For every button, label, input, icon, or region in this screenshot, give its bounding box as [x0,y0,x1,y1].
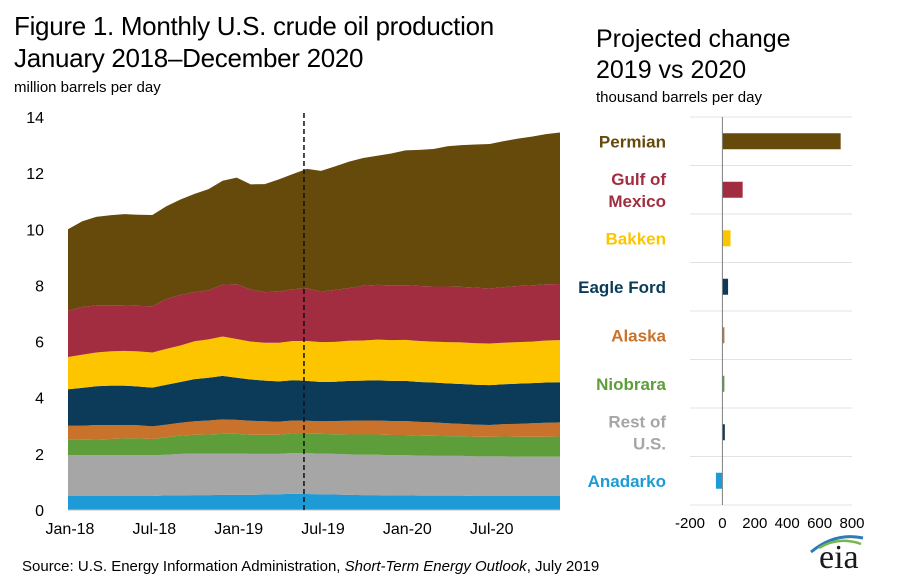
x-tick-label: Jan-18 [46,521,95,538]
y-tick-label: 8 [35,278,44,295]
bar-category-label: U.S. [633,434,666,453]
source-publication: Short-Term Energy Outlook [344,558,527,575]
bar-x-tick-label: 200 [742,515,767,532]
chart-title-line2: January 2018–December 2020 [14,43,364,73]
source-suffix: , July 2019 [526,558,600,575]
y-tick-label: 2 [35,447,44,464]
eia-logo-swoosh [810,535,864,554]
bar-category-label: Bakken [606,229,666,248]
y-tick-label: 12 [26,166,44,183]
y-tick-label: 6 [35,335,44,352]
chart-title-line1: Figure 1. Monthly U.S. crude oil product… [14,11,494,41]
area-bakken [68,336,560,390]
bar-alaska [722,327,725,344]
bar-permian [722,133,841,150]
right-title-line2: 2019 vs 2020 [596,56,747,84]
eia-logo: eia [805,528,875,580]
bar-category-label: Rest of [608,412,666,431]
bar-eagle-ford [722,278,729,295]
bar-x-tick-label: 0 [718,515,726,532]
x-tick-label: Jul-20 [470,521,514,538]
bar-category-label: Gulf of [611,170,666,189]
bar-x-tick-label: -200 [675,515,705,532]
eia-logo-text: eia [819,539,859,576]
source-prefix: Source: U.S. Energy Information Administ… [22,558,345,575]
area-gulf-of-mexico [68,284,560,358]
x-tick-label: Jan-19 [214,521,263,538]
bar-bakken [722,230,731,247]
source-note: Source: U.S. Energy Information Administ… [22,558,599,575]
area-eagle-ford [68,375,560,427]
area-niobrara [68,433,560,457]
right-units-label: thousand barrels per day [596,89,762,106]
bar-category-label: Mexico [608,192,666,211]
x-tick-label: Jan-20 [383,521,432,538]
area-permian [68,132,560,311]
bar-x-tick-label: 800 [839,515,864,532]
left-units-label: million barrels per day [14,79,161,96]
bar-rest-of-u-s [722,424,725,441]
bar-gulf-of-mexico [722,181,743,198]
x-tick-label: Jul-18 [133,521,177,538]
bar-niobrara [722,375,725,392]
x-tick-label: Jul-19 [301,521,345,538]
bar-x-tick-label: 600 [807,515,832,532]
y-tick-label: 0 [35,503,44,520]
y-tick-label: 4 [35,391,44,408]
bar-x-tick-label: 400 [775,515,800,532]
bar-category-label: Eagle Ford [578,278,666,297]
bar-category-label: Niobrara [596,375,666,394]
y-tick-label: 14 [26,110,44,127]
bar-category-label: Permian [599,132,666,151]
bar-anadarko [715,472,723,489]
y-tick-label: 10 [26,222,44,239]
area-rest-of-us [68,453,560,496]
area-anadarko [68,493,560,510]
right-title-line1: Projected change [596,25,791,53]
area-alaska [68,419,560,440]
bar-category-label: Alaska [611,326,666,345]
bar-category-label: Anadarko [588,472,666,491]
